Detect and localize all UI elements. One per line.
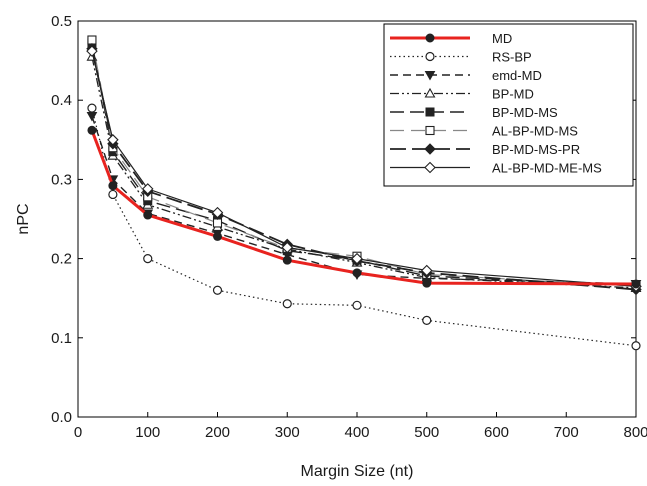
data-point — [282, 255, 292, 265]
axis-ticks: 0 100 200 300 400 500 600 700 800 0.0 0.1 0.2 0.3 0.4… — [51, 13, 647, 441]
legend-label: BP-MD — [492, 87, 534, 102]
x-tick-label: 500 — [414, 424, 439, 441]
series-line — [91, 115, 637, 285]
data-point — [143, 210, 153, 220]
x-axis-title: Margin Size (nt) — [301, 463, 414, 480]
legend-marker — [425, 125, 435, 136]
data-point — [143, 254, 153, 264]
y-tick-label: 0.5 — [51, 13, 72, 30]
legend-label: BP-MD-MS — [492, 105, 558, 120]
x-tick-label: 800 — [623, 424, 647, 441]
x-tick-label: 600 — [484, 424, 509, 441]
legend-marker — [425, 51, 435, 62]
data-point — [211, 206, 224, 219]
legend-label: AL-BP-MD-MS — [492, 124, 578, 139]
data-point — [212, 285, 223, 295]
legend-entry: RS-BP — [390, 50, 532, 65]
legend-label: AL-BP-MD-ME-MS — [492, 161, 602, 176]
x-tick-label: 700 — [554, 424, 579, 441]
x-tick-label: 200 — [205, 424, 230, 441]
y-tick-label: 0.2 — [51, 251, 72, 268]
series-md — [87, 125, 641, 289]
legend-marker — [424, 87, 436, 98]
y-tick-label: 0.4 — [51, 92, 72, 109]
legend-label: RS-BP — [492, 50, 532, 65]
legend-label: MD — [492, 31, 512, 46]
data-point — [212, 218, 223, 228]
data-point — [351, 252, 363, 265]
legend-label: BP-MD-MS-PR — [492, 142, 580, 157]
y-tick-label: 0.1 — [51, 330, 72, 347]
legend-marker — [425, 33, 435, 43]
legend-marker — [424, 161, 436, 174]
data-point — [87, 125, 97, 135]
legend-box — [383, 23, 634, 187]
data-point — [422, 278, 432, 288]
data-point — [631, 341, 641, 351]
legend-entry: BP-MD-MS — [390, 105, 558, 120]
series-line — [91, 48, 637, 291]
legend-marker — [425, 107, 435, 117]
legend-entry: BP-MD-MS-PR — [390, 142, 580, 157]
y-axis-title: nPC — [15, 203, 32, 234]
data-point — [141, 183, 154, 195]
data-point — [86, 45, 98, 57]
x-tick-label: 400 — [344, 424, 369, 441]
data-point — [420, 264, 433, 277]
x-tick-label: 0 — [74, 424, 82, 441]
series-al-bp-md-me-ms — [86, 45, 642, 293]
series-layer — [86, 35, 642, 351]
data-point — [213, 231, 222, 241]
legend-entry: emd-MD — [390, 68, 542, 83]
legend-entry: BP-MD — [390, 87, 534, 102]
data-point — [282, 299, 292, 309]
data-point — [631, 279, 641, 289]
data-point — [87, 103, 97, 113]
legend-label: emd-MD — [492, 68, 542, 83]
legend-marker — [424, 71, 436, 81]
data-point — [87, 35, 97, 45]
legend-entry: AL-BP-MD-ME-MS — [390, 161, 602, 176]
data-point — [108, 181, 118, 191]
data-point — [108, 189, 118, 200]
data-point — [422, 315, 432, 325]
series-line — [91, 39, 637, 287]
data-point — [107, 134, 119, 146]
data-point — [86, 112, 98, 122]
legend-marker — [424, 143, 436, 155]
series-line — [91, 56, 637, 289]
legend-entry: MD — [390, 31, 512, 46]
data-point — [352, 268, 362, 278]
x-tick-label: 100 — [135, 424, 160, 441]
data-point — [281, 241, 294, 254]
y-tick-label: 0.0 — [51, 409, 72, 426]
data-point — [352, 300, 362, 310]
y-tick-label: 0.3 — [51, 171, 72, 188]
legend-entry: AL-BP-MD-MS — [390, 124, 578, 139]
x-tick-label: 300 — [275, 424, 300, 441]
legend: MD RS-BP emd-MD BP-MD BP-MD-MS AL-BP-MD-MS BP-… — [383, 23, 634, 187]
series-line — [90, 129, 637, 286]
series-rs-bp — [87, 103, 641, 351]
series-line — [91, 50, 637, 287]
